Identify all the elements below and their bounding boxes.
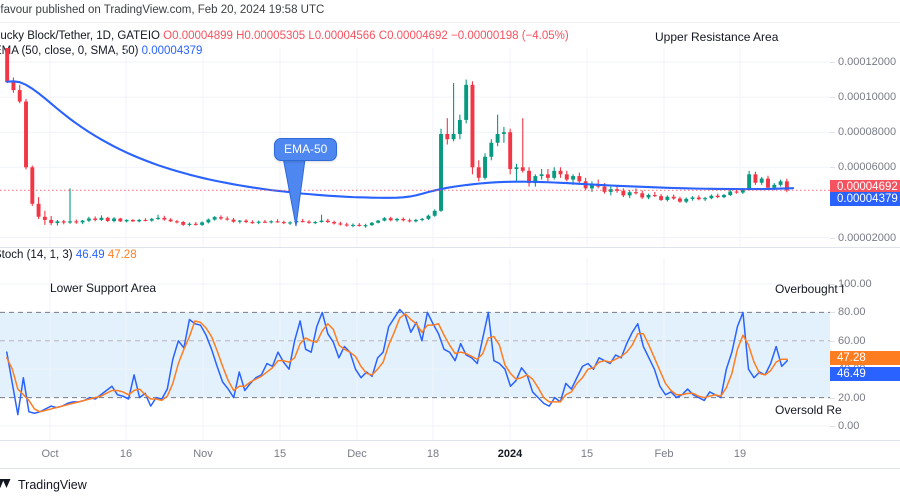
header-divider xyxy=(0,22,900,23)
symbol-legend: Lucky Block/Tether, 1D, GATEIO O0.000048… xyxy=(0,28,569,45)
price-chart-panel[interactable] xyxy=(0,48,830,248)
tradingview-mark-icon xyxy=(0,478,11,488)
overbought-label[interactable]: Overbought I xyxy=(775,282,845,296)
ohlc-low: L0.00004566 xyxy=(308,30,376,42)
time-axis-label: 18 xyxy=(426,448,440,460)
time-axis-label: 19 xyxy=(733,448,747,460)
price-chart-canvas xyxy=(0,48,830,248)
time-axis[interactable]: Oct 16 Nov 15 Dec 18 2024 15 Feb 19 xyxy=(0,440,900,468)
ema-50-callout[interactable]: EMA-50 xyxy=(274,138,338,161)
ema-price-tag[interactable]: 0.00004379 xyxy=(830,192,900,207)
price-axis-label: 0.00010000 xyxy=(838,91,897,104)
price-axis-tick xyxy=(830,62,835,63)
time-axis-label: 15 xyxy=(580,448,594,460)
publish-info: ufavour published on TradingView.com, Fe… xyxy=(0,4,325,16)
ema-legend-label[interactable]: EMA (50, close, 0, SMA, 50) xyxy=(0,45,139,57)
stoch-axis-label: 60.00 xyxy=(838,334,866,347)
price-axis-tick xyxy=(830,167,835,169)
ohlc-change: −0.00000198 (−4.05%) xyxy=(451,30,569,42)
stoch-axis-tick xyxy=(830,284,835,285)
upper-resistance-label[interactable]: Upper Resistance Area xyxy=(655,30,779,44)
price-axis[interactable]: 0.00012000 0.00010000 0.00008000 0.00006000… xyxy=(830,48,900,248)
price-axis-label: 0.00012000 xyxy=(838,56,897,68)
stoch-legend-name[interactable]: Stoch (14, 1, 3) xyxy=(0,249,73,261)
tradingview-logo[interactable]: TradingView xyxy=(0,478,87,492)
time-axis-label: Feb xyxy=(654,448,674,460)
stoch-axis-label: 80.00 xyxy=(838,306,866,319)
symbol-name[interactable]: Lucky Block/Tether, 1D, GATEIO xyxy=(0,30,160,42)
stoch-legend-d: 47.28 xyxy=(107,249,137,261)
ohlc-high: H0.00005305 xyxy=(236,30,306,42)
price-axis-label: 0.00008000 xyxy=(838,126,897,139)
price-axis-tick xyxy=(830,97,835,99)
stoch-d-tag[interactable]: 47.28 xyxy=(830,350,900,365)
oversold-label[interactable]: Oversold Re xyxy=(775,403,842,417)
stochastic-legend: Stoch (14, 1, 3) 46.49 47.28 xyxy=(0,249,137,261)
time-axis-label: 15 xyxy=(273,448,287,460)
price-axis-label: 0.00006000 xyxy=(838,161,897,174)
time-axis-label: 2024 xyxy=(497,448,523,460)
stoch-axis-tick xyxy=(830,426,835,427)
last-price-value: 0.00004692 xyxy=(837,181,898,194)
ema-callout-label: EMA-50 xyxy=(284,142,328,156)
time-axis-label: Nov xyxy=(193,448,213,460)
ohlc-close: C0.00004692 xyxy=(378,30,448,42)
stoch-axis-tick xyxy=(830,340,835,342)
ema-callout-pointer xyxy=(281,151,307,227)
time-axis-label: Dec xyxy=(347,448,367,460)
stoch-axis-label: 0.00 xyxy=(838,420,860,432)
footer xyxy=(0,468,900,501)
stoch-axis-tick xyxy=(830,312,835,314)
time-axis-label: 16 xyxy=(119,448,133,460)
stoch-axis-tick xyxy=(830,397,835,399)
stochastic-canvas xyxy=(0,258,830,440)
stoch-axis-label: 20.00 xyxy=(838,391,866,404)
stoch-legend-k: 46.49 xyxy=(75,249,105,261)
price-axis-tick xyxy=(830,132,835,134)
tradingview-brand-text: TradingView xyxy=(18,478,87,492)
ohlc-open: O0.00004899 xyxy=(163,30,233,42)
panel-divider xyxy=(0,247,900,248)
ema-legend-value: 0.00004379 xyxy=(141,45,203,57)
price-axis-tick xyxy=(830,237,835,239)
stoch-k-tag[interactable]: 46.49 xyxy=(830,366,900,381)
time-axis-divider xyxy=(0,440,900,441)
price-axis-label: 0.00002000 xyxy=(838,231,897,244)
stoch-axis-label: 100.00 xyxy=(838,278,872,290)
lower-support-label[interactable]: Lower Support Area xyxy=(50,281,157,295)
ema-legend: EMA (50, close, 0, SMA, 50) 0.00004379 xyxy=(0,45,202,57)
time-axis-label: Oct xyxy=(41,448,59,460)
stochastic-panel[interactable] xyxy=(0,258,830,440)
